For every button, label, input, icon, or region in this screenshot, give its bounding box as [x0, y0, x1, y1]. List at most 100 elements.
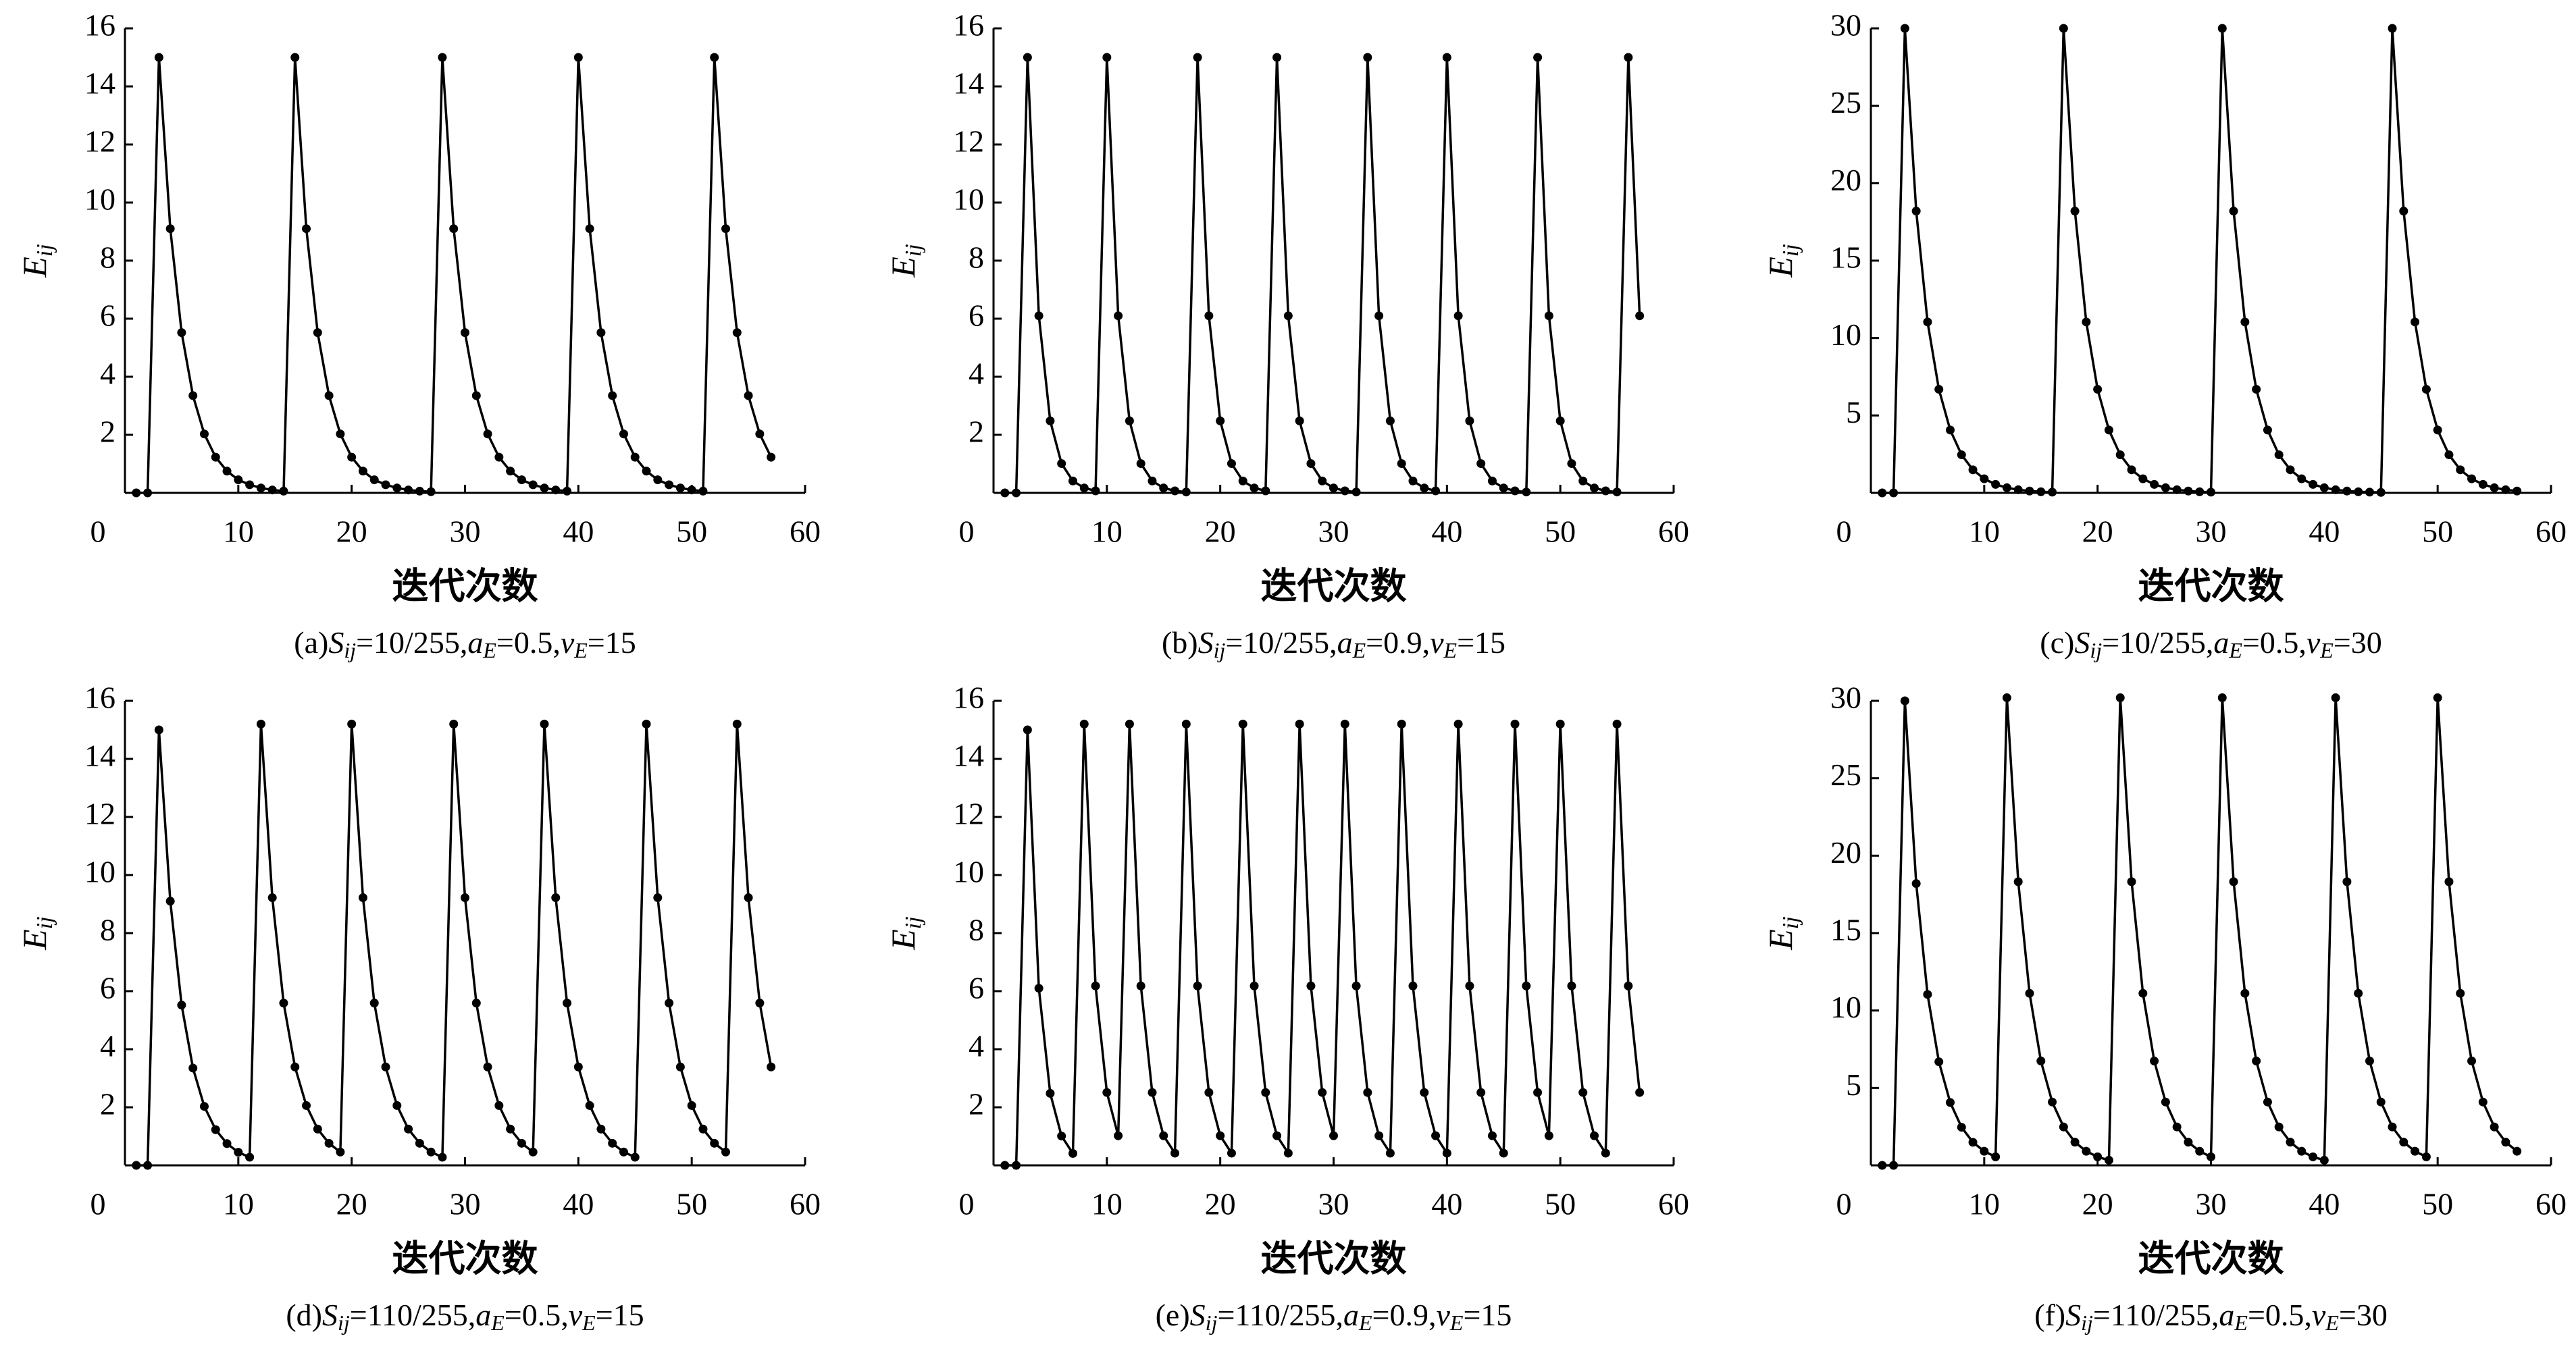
data-point	[1601, 486, 1610, 496]
x-tick-label: 60	[2535, 1187, 2567, 1221]
data-point	[1272, 53, 1282, 62]
x-tick-label: 50	[2422, 514, 2453, 549]
data-point	[2104, 425, 2113, 435]
caption-part: =10/255,	[1225, 625, 1337, 660]
data-point	[199, 1102, 209, 1111]
data-point	[1034, 984, 1044, 993]
data-point	[369, 475, 379, 485]
data-point	[2082, 317, 2091, 327]
data-point	[1442, 1148, 1451, 1158]
data-point	[1522, 981, 1531, 990]
data-point	[665, 999, 674, 1008]
y-tick-label: 5	[1846, 395, 1861, 429]
y-tick-label: 30	[1830, 8, 1861, 43]
y-tick-label: 14	[953, 66, 984, 101]
data-point	[1510, 486, 1520, 496]
data-point	[1408, 476, 1418, 485]
data-point	[2274, 450, 2284, 460]
x-tick-label: 60	[1658, 1187, 1689, 1221]
x-axis-label: 迭代次数	[392, 565, 538, 608]
data-point	[2319, 483, 2329, 492]
caption-part: ij	[344, 638, 356, 662]
data-point	[630, 1153, 640, 1162]
data-point	[744, 893, 753, 903]
data-point	[2274, 1122, 2284, 1132]
caption: (c)Sij=10/255,aE=0.5,vE=30	[2040, 625, 2382, 663]
data-point	[1945, 425, 1955, 435]
caption-part: v	[1436, 1298, 1450, 1332]
y-tick-label: 16	[84, 8, 115, 43]
data-point	[1980, 1146, 1989, 1156]
data-point	[1900, 696, 1909, 706]
data-point	[2048, 1097, 2057, 1107]
data-point	[1465, 416, 1474, 425]
data-point	[324, 391, 334, 400]
y-tick-label: 6	[100, 298, 115, 333]
data-line	[1004, 56, 1641, 494]
data-point	[653, 893, 663, 903]
caption: (e)Sij=110/255,aE=0.9,vE=15	[1156, 1298, 1512, 1335]
data-point	[1227, 459, 1236, 469]
data-point	[1000, 488, 1010, 498]
caption: (a)Sij=10/255,aE=0.5,vE=15	[294, 625, 636, 663]
data-point	[1555, 416, 1565, 425]
y-tick-label: 12	[953, 797, 984, 831]
x-tick-label: 20	[2082, 1187, 2113, 1221]
x-tick-label: 40	[563, 514, 594, 549]
data-point	[1295, 416, 1304, 425]
data-point	[1923, 317, 1932, 327]
data-point	[2309, 1152, 2318, 1161]
y-tick-label: 14	[84, 66, 115, 101]
data-point	[1170, 1148, 1180, 1158]
caption-part: (b)	[1162, 625, 1198, 660]
y-label-sub: ij	[1778, 244, 1803, 257]
data-point	[2467, 474, 2477, 483]
data-point	[1601, 1148, 1610, 1158]
data-point	[324, 1138, 334, 1148]
x-tick-label: 40	[2309, 1187, 2340, 1221]
data-point	[2433, 693, 2442, 702]
data-point	[1957, 1123, 1966, 1132]
data-point	[2467, 1056, 2477, 1065]
y-label-main: E	[884, 929, 922, 951]
data-point	[381, 1062, 390, 1072]
y-label-main: E	[16, 257, 53, 278]
caption: (b)Sij=10/255,aE=0.9,vE=15	[1162, 625, 1505, 663]
data-point	[1624, 981, 1633, 990]
caption-part: E	[2234, 1311, 2248, 1335]
data-point	[2263, 1097, 2272, 1107]
x-tick-label: 0	[1836, 514, 1852, 549]
data-point	[1136, 459, 1145, 469]
x-axis-label: 迭代次数	[1261, 1238, 1407, 1280]
data-point	[267, 893, 277, 903]
data-point	[2025, 486, 2034, 496]
caption-part: =15	[588, 625, 636, 660]
x-tick-label: 50	[1545, 514, 1576, 549]
y-tick-label: 8	[100, 240, 115, 275]
x-tick-label: 40	[1431, 1187, 1462, 1221]
data-point	[2433, 425, 2442, 435]
data-point	[585, 224, 594, 234]
data-point	[732, 719, 742, 729]
data-point	[1878, 1161, 1887, 1170]
data-point	[1487, 1131, 1497, 1140]
caption-part: E	[573, 638, 588, 662]
data-point	[1499, 1148, 1508, 1158]
data-point	[1923, 990, 1932, 999]
data-point	[619, 429, 628, 439]
data-point	[619, 1147, 628, 1157]
data-point	[1567, 459, 1576, 469]
data-point	[2411, 317, 2420, 327]
caption-part: =15	[1463, 1298, 1512, 1332]
x-tick-label: 60	[790, 514, 821, 549]
data-point	[2184, 1138, 2193, 1147]
caption-part: (f)	[2034, 1298, 2065, 1332]
caption-part: v	[561, 625, 575, 660]
data-point	[1612, 719, 1622, 729]
data-point	[2217, 693, 2227, 702]
y-tick-label: 25	[1830, 85, 1861, 120]
data-point	[2319, 1155, 2329, 1165]
data-point	[1193, 53, 1202, 62]
caption-part: a	[1337, 625, 1353, 660]
